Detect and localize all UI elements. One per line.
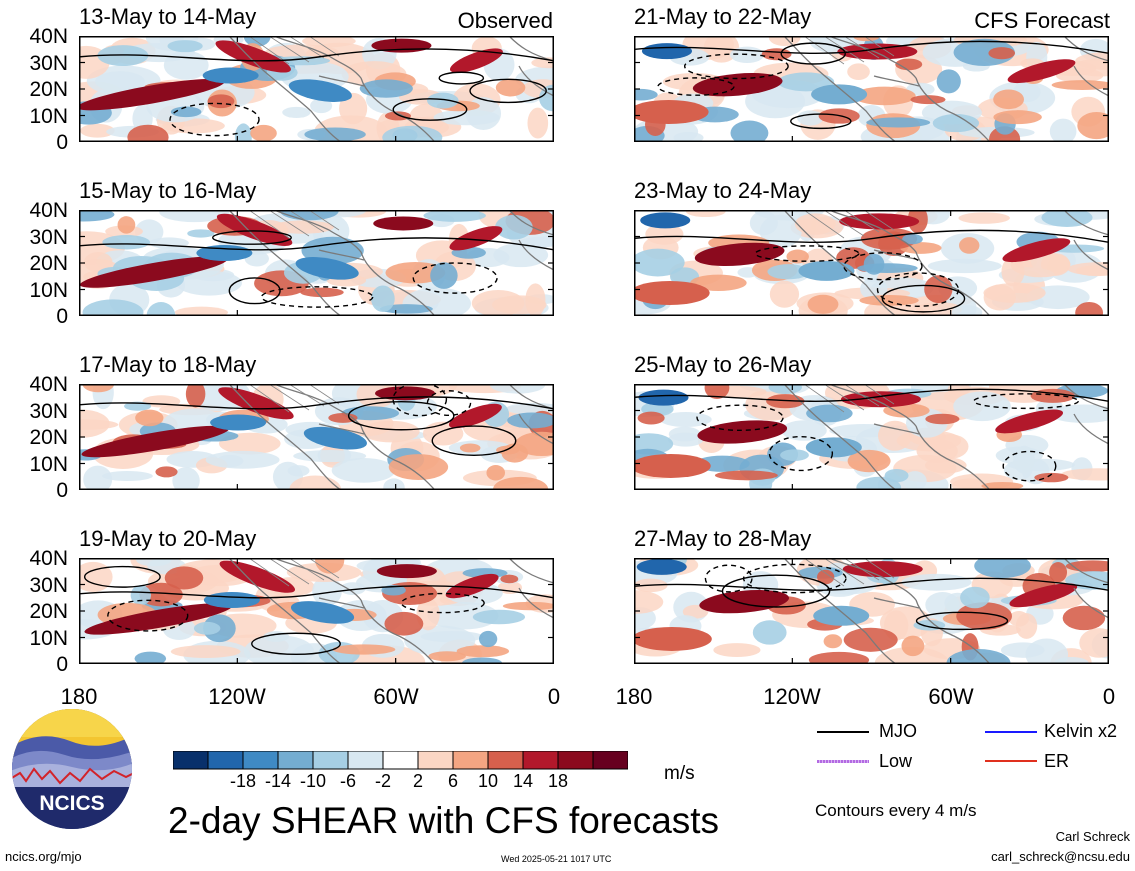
panel-title: 17-May to 18-May: [79, 352, 257, 377]
lat-label: 10N: [29, 452, 68, 476]
panel-title: 13-May to 14-May: [79, 4, 257, 29]
lat-label: 20N: [29, 252, 68, 275]
lat-label: 20N: [29, 426, 68, 449]
lat-label: 40N: [29, 25, 68, 48]
lat-label: 30N: [29, 225, 68, 249]
panel-title: 19-May to 20-May: [79, 526, 257, 551]
lon-label: 0: [1102, 684, 1116, 709]
lat-label: 10N: [29, 104, 68, 128]
ncics-logo: NCICS: [12, 709, 132, 829]
panel-title: 21-May to 22-May: [634, 4, 812, 29]
footer-url: ncics.org/mjo: [5, 849, 82, 864]
map-panel-observed-4: [79, 558, 554, 664]
legend-line-kelvin: [985, 731, 1037, 733]
colorbar-swatch: [522, 751, 559, 770]
colorbar-label: -6: [339, 771, 357, 791]
legend-label-kelvin: Kelvin x2: [1044, 721, 1118, 741]
map-panel-forecast-4: [634, 558, 1109, 664]
colorbar-swatch: [173, 751, 209, 770]
map-panel-forecast-1: [634, 36, 1109, 142]
map-panel-observed-3: [79, 384, 554, 490]
colorbar-label: 6: [447, 771, 459, 791]
lat-label: 20N: [29, 78, 68, 101]
lat-label: 40N: [29, 199, 68, 222]
footer-timestamp: Wed 2025-05-21 1017 UTC: [501, 854, 612, 864]
lon-label: 180: [615, 684, 653, 709]
legend-label-mjo: MJO: [879, 721, 917, 741]
lat-label: 40N: [29, 547, 68, 570]
contour-note: Contours every 4 m/s: [815, 801, 977, 820]
panel-title: 25-May to 26-May: [634, 352, 812, 377]
legend-label-low: Low: [879, 751, 913, 771]
main-title: 2-day SHEAR with CFS forecasts: [168, 800, 720, 841]
colorbar-swatch: [417, 751, 454, 770]
legend-line-low: [817, 760, 869, 763]
lat-label: 20N: [29, 600, 68, 623]
colorbar-swatch: [592, 751, 628, 770]
colorbar-swatch: [487, 751, 524, 770]
lat-label: 30N: [29, 399, 68, 423]
colorbar-label: 2: [412, 771, 424, 791]
colorbar-label: -18: [229, 771, 257, 791]
colorbar-label: -2: [374, 771, 392, 791]
legend-line-mjo: [817, 731, 869, 733]
lat-label: 10N: [29, 626, 68, 650]
map-panel-observed-1: [79, 36, 554, 142]
legend-label-er: ER: [1044, 751, 1070, 771]
lat-label: 0: [56, 653, 68, 676]
colorbar-unit: m/s: [664, 763, 695, 784]
colorbar-swatch: [557, 751, 594, 770]
colorbar-label: 14: [512, 771, 534, 791]
lat-label: 40N: [29, 373, 68, 396]
lat-label: 30N: [29, 51, 68, 75]
lat-label: 10N: [29, 278, 68, 302]
logo-text: NCICS: [39, 792, 104, 815]
footer-author: Carl Schreck: [1055, 829, 1130, 844]
colorbar-swatch: [382, 751, 419, 770]
colorbar-swatch: [277, 751, 314, 770]
lat-label: 30N: [29, 573, 68, 597]
lon-label: 0: [547, 684, 561, 709]
lat-label: 0: [56, 131, 68, 154]
colorbar: [173, 751, 628, 770]
legend-line-er: [985, 760, 1037, 762]
lon-label: 60W: [928, 684, 974, 709]
footer-email: carl_schreck@ncsu.edu: [991, 849, 1130, 864]
map-panel-observed-2: [79, 210, 554, 316]
panel-tag-forecast: CFS Forecast: [974, 8, 1110, 33]
lat-label: 0: [56, 305, 68, 328]
lon-label: 120W: [763, 684, 821, 709]
colorbar-swatch: [312, 751, 349, 770]
map-panel-forecast-3: [634, 384, 1109, 490]
map-panel-forecast-2: [634, 210, 1109, 316]
lon-label: 180: [60, 684, 98, 709]
lat-label: 0: [56, 479, 68, 502]
panel-title: 15-May to 16-May: [79, 178, 257, 203]
colorbar-label: -10: [299, 771, 327, 791]
lon-label: 60W: [373, 684, 419, 709]
colorbar-label: -14: [264, 771, 292, 791]
colorbar-label: 10: [477, 771, 499, 791]
colorbar-swatch: [207, 751, 244, 770]
colorbar-swatch: [347, 751, 384, 770]
panel-tag-observed: Observed: [457, 8, 553, 33]
lon-label: 120W: [208, 684, 266, 709]
colorbar-swatch: [242, 751, 279, 770]
colorbar-label: 18: [547, 771, 569, 791]
panel-title: 23-May to 24-May: [634, 178, 812, 203]
colorbar-swatch: [452, 751, 489, 770]
panel-title: 27-May to 28-May: [634, 526, 812, 551]
